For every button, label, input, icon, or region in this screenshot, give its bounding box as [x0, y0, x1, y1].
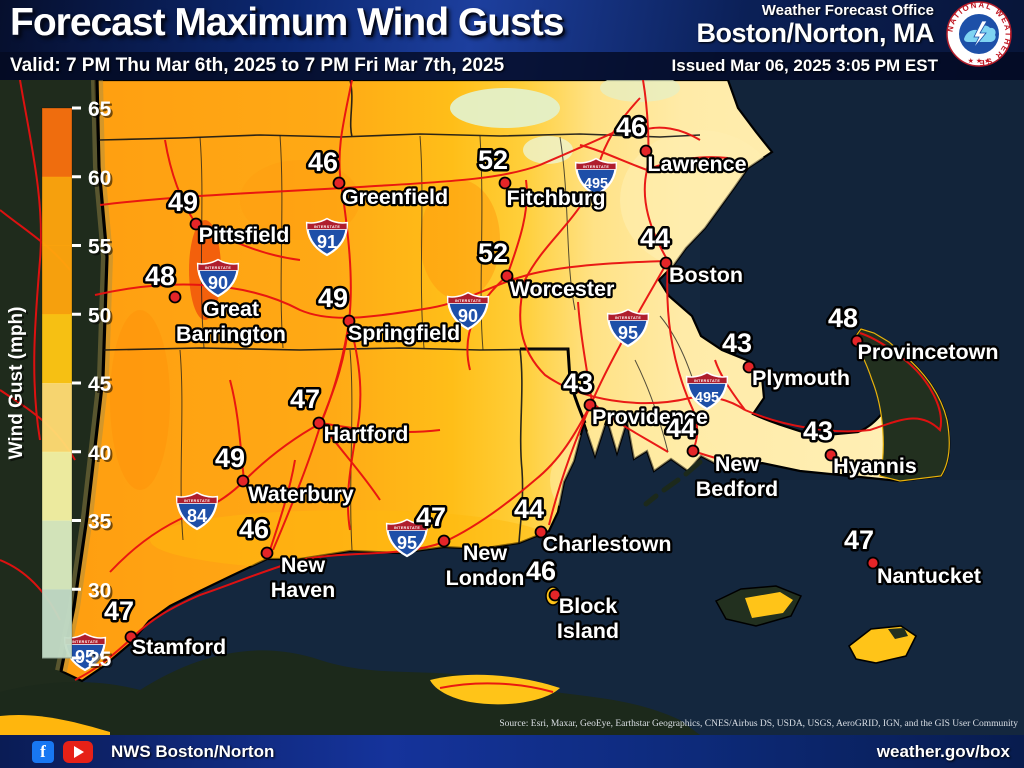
svg-text:45: 45: [88, 373, 112, 396]
svg-text:INTERSTATE: INTERSTATE: [205, 266, 232, 270]
svg-text:46: 46: [526, 556, 556, 586]
header: Forecast Maximum Wind Gusts Weather Fore…: [0, 0, 1024, 80]
valid-range: Valid: 7 PM Thu Mar 6th, 2025 to 7 PM Fr…: [10, 55, 504, 77]
wind-gust-map: INTERSTATE 91 INTERSTATE 90 INTERSTATE 90 INTE…: [0, 80, 1024, 735]
office-block: Weather Forecast Office Boston/Norton, M…: [697, 3, 934, 47]
svg-text:Greenfield: Greenfield: [342, 185, 448, 209]
svg-text:55: 55: [88, 236, 112, 259]
valid-bar: Valid: 7 PM Thu Mar 6th, 2025 to 7 PM Fr…: [0, 52, 1024, 80]
svg-text:Hyannis: Hyannis: [833, 454, 917, 478]
svg-text:New: New: [281, 553, 325, 577]
svg-text:Great: Great: [203, 297, 259, 321]
svg-text:Block: Block: [559, 594, 618, 618]
svg-text:52: 52: [478, 145, 508, 175]
svg-text:Provincetown: Provincetown: [858, 340, 999, 364]
svg-text:25: 25: [88, 648, 112, 671]
svg-text:Waterbury: Waterbury: [248, 482, 354, 506]
svg-text:84: 84: [187, 506, 207, 526]
svg-text:INTERSTATE: INTERSTATE: [314, 225, 341, 229]
facebook-icon[interactable]: f: [32, 741, 54, 763]
svg-text:New: New: [463, 541, 507, 565]
svg-text:Nantucket: Nantucket: [877, 564, 981, 588]
svg-text:Pittsfield: Pittsfield: [199, 223, 290, 247]
office-label: Weather Forecast Office: [697, 3, 934, 19]
footer-bar: f NWS Boston/Norton weather.gov/box: [0, 735, 1024, 768]
svg-text:49: 49: [168, 187, 198, 217]
svg-text:INTERSTATE: INTERSTATE: [72, 640, 99, 644]
svg-text:91: 91: [317, 232, 337, 252]
svg-text:95: 95: [397, 533, 417, 553]
svg-text:47: 47: [290, 384, 320, 414]
svg-text:43: 43: [563, 368, 593, 398]
svg-text:40: 40: [88, 442, 111, 465]
svg-text:47: 47: [416, 502, 446, 532]
svg-text:Bedford: Bedford: [696, 477, 778, 501]
svg-text:65: 65: [88, 98, 112, 121]
nws-graphic: Forecast Maximum Wind Gusts Weather Fore…: [0, 0, 1024, 768]
svg-text:49: 49: [215, 443, 245, 473]
svg-text:Springfield: Springfield: [348, 321, 460, 345]
svg-text:INTERSTATE: INTERSTATE: [455, 299, 482, 303]
svg-text:Fitchburg: Fitchburg: [506, 186, 605, 210]
svg-text:Plymouth: Plymouth: [752, 366, 850, 390]
svg-text:44: 44: [640, 223, 670, 253]
svg-text:90: 90: [208, 273, 228, 293]
svg-text:Charlestown: Charlestown: [542, 532, 671, 556]
svg-text:43: 43: [803, 416, 833, 446]
svg-text:Stamford: Stamford: [132, 635, 226, 659]
svg-text:INTERSTATE: INTERSTATE: [694, 379, 721, 383]
svg-text:INTERSTATE: INTERSTATE: [184, 499, 211, 503]
youtube-icon[interactable]: [63, 741, 93, 763]
national-weather-service-logo: NATIONAL WEATHER SERVICE ★ ★ ★: [946, 1, 1012, 67]
logo-stars: ★ ★ ★: [968, 57, 991, 65]
svg-text:48: 48: [145, 261, 175, 291]
svg-text:30: 30: [88, 579, 111, 602]
issued-timestamp: Issued Mar 06, 2025 3:05 PM EST: [672, 56, 938, 76]
svg-text:95: 95: [618, 323, 638, 343]
website-url[interactable]: weather.gov/box: [877, 742, 1010, 762]
svg-text:Barrington: Barrington: [176, 322, 286, 346]
svg-text:INTERSTATE: INTERSTATE: [615, 316, 642, 320]
svg-text:90: 90: [458, 306, 478, 326]
source-attribution: Source: Esri, Maxar, GeoEye, Earthstar G…: [499, 719, 1018, 729]
svg-text:Wind Gust (mph): Wind Gust (mph): [6, 307, 27, 460]
svg-text:495: 495: [695, 390, 719, 406]
office-name: Boston/Norton, MA: [697, 19, 934, 47]
svg-text:50: 50: [88, 304, 111, 327]
svg-text:46: 46: [616, 112, 646, 142]
svg-text:Lawrence: Lawrence: [647, 152, 746, 176]
svg-text:46: 46: [239, 514, 269, 544]
svg-text:35: 35: [88, 511, 112, 534]
svg-text:Boston: Boston: [669, 263, 743, 287]
svg-text:New: New: [715, 452, 759, 476]
svg-text:52: 52: [478, 238, 508, 268]
svg-text:London: London: [446, 566, 525, 590]
svg-text:46: 46: [308, 147, 338, 177]
page-title: Forecast Maximum Wind Gusts: [10, 1, 563, 45]
svg-text:Haven: Haven: [271, 578, 336, 602]
svg-text:48: 48: [828, 303, 858, 333]
svg-text:INTERSTATE: INTERSTATE: [583, 165, 610, 169]
svg-text:Worcester: Worcester: [510, 277, 615, 301]
svg-text:60: 60: [88, 167, 111, 190]
svg-text:43: 43: [722, 328, 752, 358]
social-account: NWS Boston/Norton: [111, 742, 274, 762]
svg-text:44: 44: [666, 413, 696, 443]
svg-text:47: 47: [844, 525, 874, 555]
svg-text:Hartford: Hartford: [324, 422, 409, 446]
svg-text:Island: Island: [557, 619, 619, 643]
svg-text:49: 49: [318, 283, 348, 313]
svg-text:44: 44: [514, 494, 544, 524]
